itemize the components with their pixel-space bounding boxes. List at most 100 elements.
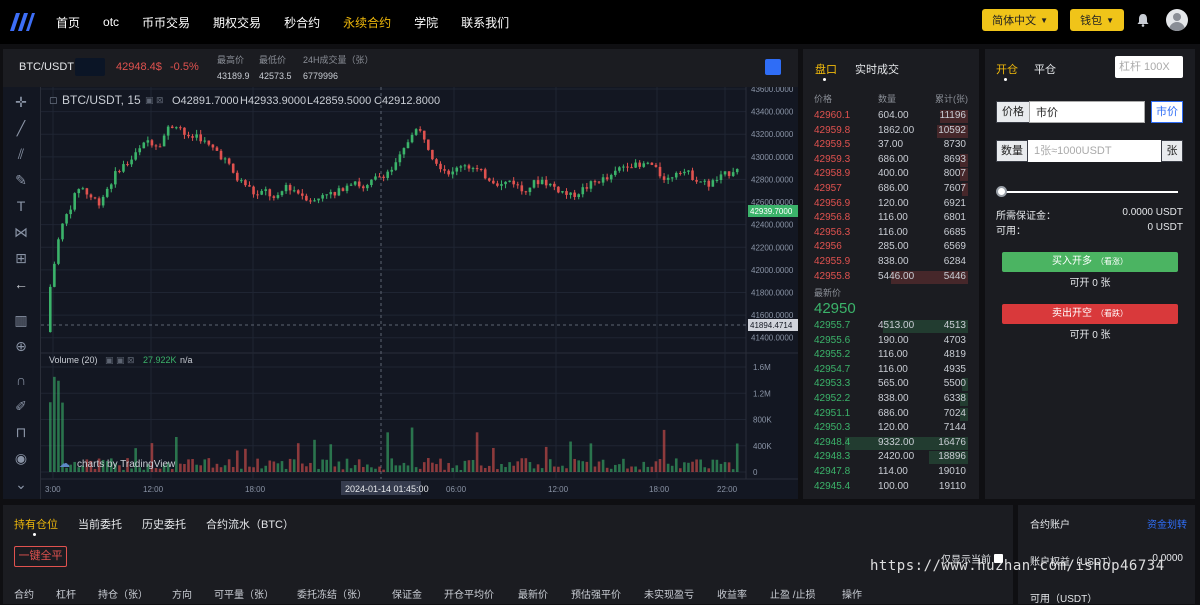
nav-contact[interactable]: 联系我们 — [461, 15, 510, 30]
ask-row[interactable]: 42959.5 37.00 8730 — [803, 138, 979, 153]
trend-line-icon[interactable]: ╱ — [16, 120, 26, 136]
nav-seconds-contract[interactable]: 秒合约 — [284, 15, 321, 30]
crosshair-icon[interactable]: ✛ — [15, 94, 27, 110]
candle-body — [589, 181, 593, 189]
legend-settings-icon[interactable]: ▣ ⊠ — [145, 95, 164, 105]
zoom-icon[interactable]: ⊕ — [15, 338, 27, 354]
ask-row[interactable]: 42959.3 686.00 8693 — [803, 153, 979, 168]
volume-settings-icon[interactable]: ▣ ▣ ⊠ — [105, 355, 135, 365]
tab-open-position[interactable]: 开仓 — [996, 64, 1018, 76]
ask-row[interactable]: 42960.1 604.00 11196 — [803, 109, 979, 124]
bid-row[interactable]: 42948.3 2420.00 18896 — [803, 450, 979, 465]
amount: 116.00 — [878, 349, 908, 361]
lock-icon[interactable]: ⊓ — [15, 424, 27, 440]
ask-row[interactable]: 42959.8 1862.00 10592 — [803, 124, 979, 139]
bid-row[interactable]: 42955.7 4513.00 4513 — [803, 319, 979, 334]
ask-row[interactable]: 42956 285.00 6569 — [803, 240, 979, 255]
column-header: 委托冻结（张） — [297, 590, 367, 601]
price: 42959.3 — [814, 153, 851, 165]
tab-recent-trades[interactable]: 实时成交 — [855, 64, 899, 76]
pattern-icon[interactable]: ⋈ — [14, 224, 28, 240]
price-input[interactable]: 市价 — [1029, 101, 1145, 123]
chevron-down-icon[interactable]: ⌄ — [15, 476, 27, 492]
only-current-checkbox[interactable] — [994, 554, 1003, 563]
back-arrow-icon[interactable]: ← — [14, 276, 28, 292]
measure-icon[interactable]: ⊞ — [15, 250, 27, 266]
ask-row[interactable]: 42956.9 120.00 6921 — [803, 197, 979, 212]
pair-label[interactable]: BTC/USDT — [19, 61, 74, 73]
wallet-dropdown[interactable]: 钱包 ▼ — [1070, 9, 1124, 31]
nav-perpetual[interactable]: 永续合约 — [343, 15, 392, 30]
volume-bar — [118, 465, 121, 472]
legend-title: BTC/USDT, 15 — [62, 93, 141, 107]
candle-body — [109, 184, 113, 189]
amount: 604.00 — [878, 110, 909, 121]
magnet-icon[interactable]: ∩ — [15, 372, 27, 388]
bid-row[interactable]: 42945.4 100.00 19110 — [803, 480, 979, 495]
fib-icon[interactable]: ⫽ — [17, 146, 25, 162]
volume-label: Volume (20) — [49, 355, 98, 365]
close-all-button[interactable]: 一键全平 — [14, 546, 67, 567]
logo[interactable] — [0, 0, 44, 44]
chart-svg[interactable]: 43600.0000 43400.0000 43200.0000 43000.0000… — [41, 85, 798, 499]
eye-icon[interactable]: ◉ — [14, 450, 28, 466]
stat-low-value: 42573.5 — [259, 71, 292, 81]
nav-otc[interactable]: otc — [103, 15, 120, 29]
buy-long-button[interactable]: 买入开多 （看涨） — [1002, 252, 1178, 272]
tab-contract-ledger[interactable]: 合约流水（BTC） — [206, 519, 294, 531]
stat-volume-value: 6779996 — [303, 71, 339, 81]
candle-body — [674, 172, 678, 178]
nav-spot[interactable]: 币币交易 — [142, 15, 191, 30]
lock-drawing-icon[interactable]: ✐ — [15, 398, 27, 414]
bid-row[interactable]: 42955.2 116.00 4819 — [803, 348, 979, 363]
volume-bar — [81, 465, 85, 472]
active-tab-dot — [1004, 78, 1007, 81]
leverage-input[interactable]: 杠杆 100X — [1115, 56, 1183, 78]
candle-body — [118, 171, 121, 173]
ask-row[interactable]: 42957 686.00 7607 — [803, 182, 979, 197]
tab-open-orders[interactable]: 当前委托 — [78, 519, 122, 531]
bid-row[interactable]: 42948.4 9332.00 16476 — [803, 436, 979, 451]
bid-row[interactable]: 42954.7 116.00 4935 — [803, 363, 979, 378]
tab-close-position[interactable]: 平仓 — [1034, 64, 1056, 76]
fullscreen-button[interactable] — [765, 59, 781, 75]
main-nav: 首页 otc 币币交易 期权交易 秒合约 永续合约 学院 联系我们 — [56, 14, 532, 31]
nav-academy[interactable]: 学院 — [414, 15, 439, 30]
brush-icon[interactable]: ✎ — [15, 172, 27, 188]
quantity-slider[interactable] — [1000, 191, 1178, 193]
nav-home[interactable]: 首页 — [56, 15, 81, 30]
sell-short-button[interactable]: 卖出开空 （看跌） — [1002, 304, 1178, 324]
ask-row[interactable]: 42958.9 400.00 8007 — [803, 167, 979, 182]
volume-bar — [687, 462, 690, 472]
slider-handle[interactable] — [996, 186, 1007, 197]
bid-row[interactable]: 42951.1 686.00 7024 — [803, 407, 979, 422]
bid-row[interactable]: 42953.3 565.00 5500 — [803, 377, 979, 392]
transfer-link[interactable]: 资金划转 — [1147, 520, 1187, 531]
tab-positions[interactable]: 持有仓位 — [14, 519, 58, 531]
text-icon[interactable]: T — [16, 198, 26, 214]
bid-row[interactable]: 42955.6 190.00 4703 — [803, 334, 979, 349]
quantity-input[interactable]: 1张≈1000USDT — [1028, 140, 1161, 162]
bell-icon[interactable] — [1136, 13, 1150, 27]
bid-row[interactable]: 42947.8 114.00 19010 — [803, 465, 979, 480]
forecast-icon[interactable]: ▥ — [14, 312, 28, 328]
mid-price: 42950 — [814, 300, 856, 317]
only-current-toggle[interactable]: 仅显示当前 — [941, 551, 1003, 566]
bid-row[interactable]: 42950.3 120.00 7144 — [803, 421, 979, 436]
language-dropdown[interactable]: 简体中文 ▼ — [982, 9, 1059, 31]
bid-row[interactable]: 42952.2 838.00 6338 — [803, 392, 979, 407]
price-chart[interactable]: 43600.0000 43400.0000 43200.0000 43000.0000… — [41, 85, 798, 499]
candle-body — [479, 168, 483, 170]
pair-selector[interactable] — [75, 58, 105, 76]
legend-collapse-icon[interactable]: ▢ — [49, 95, 58, 105]
candle-body — [467, 165, 471, 169]
ask-row[interactable]: 42955.9 838.00 6284 — [803, 255, 979, 270]
tab-order-history[interactable]: 历史委托 — [142, 519, 186, 531]
nav-options[interactable]: 期权交易 — [213, 15, 262, 30]
market-price-button[interactable]: 市价 — [1151, 101, 1183, 123]
tab-order-book[interactable]: 盘口 — [815, 64, 837, 76]
avatar[interactable] — [1166, 9, 1188, 31]
ask-row[interactable]: 42956.8 116.00 6801 — [803, 211, 979, 226]
ask-row[interactable]: 42955.8 5446.00 5446 — [803, 270, 979, 285]
ask-row[interactable]: 42956.3 116.00 6685 — [803, 226, 979, 241]
